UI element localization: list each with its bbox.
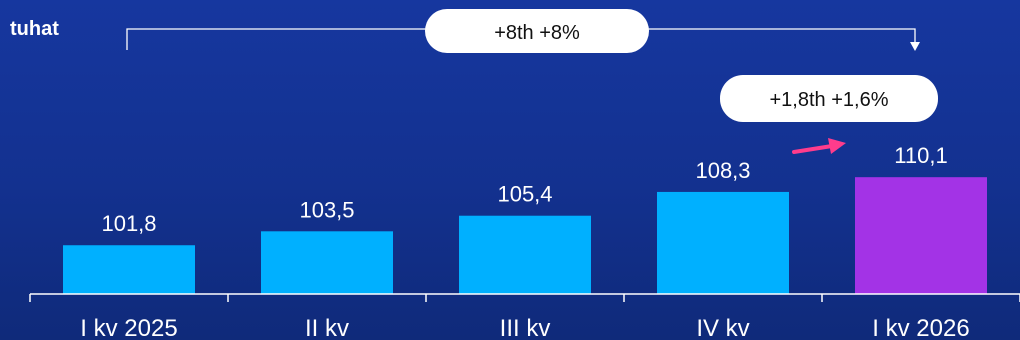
quarterly-arrow-head — [828, 138, 846, 154]
bar-3 — [459, 215, 591, 294]
tick-label-1: I kv 2025 — [80, 315, 177, 340]
bar-1 — [63, 245, 195, 294]
value-label-5: 110,1 — [894, 143, 947, 168]
bar-4 — [657, 191, 789, 294]
value-label-3: 105,4 — [497, 182, 552, 207]
value-labels-group: 101,8 103,5 105,4 108,3 110,1 — [101, 143, 947, 236]
bar-5 — [855, 177, 987, 294]
value-label-4: 108,3 — [695, 158, 750, 183]
quarterly-change-bubble — [720, 75, 938, 122]
yearly-change-text: +8th +8% — [494, 22, 580, 44]
value-label-2: 103,5 — [299, 197, 354, 222]
value-label-1: 101,8 — [101, 211, 156, 236]
tick-label-4: IV kv — [696, 315, 749, 340]
annotations-group: +8th +8% +1,8th +1,6% — [126, 9, 938, 154]
tick-label-2: II kv — [305, 315, 349, 340]
yearly-change-bubble — [425, 9, 649, 53]
bracket-arrowhead — [910, 42, 920, 51]
tick-label-3: III kv — [500, 315, 551, 340]
tick-label-5: I kv 2026 — [872, 315, 969, 340]
unit-label: tuhat — [10, 18, 59, 40]
tick-labels-group: I kv 2025 II kv III kv IV kv I kv 2026 — [80, 315, 969, 340]
bar-2 — [261, 231, 393, 294]
quarterly-arrow-shaft — [792, 144, 834, 154]
x-axis — [29, 293, 1020, 302]
quarterly-change-text: +1,8th +1,6% — [770, 89, 889, 111]
bars-group — [63, 177, 987, 294]
